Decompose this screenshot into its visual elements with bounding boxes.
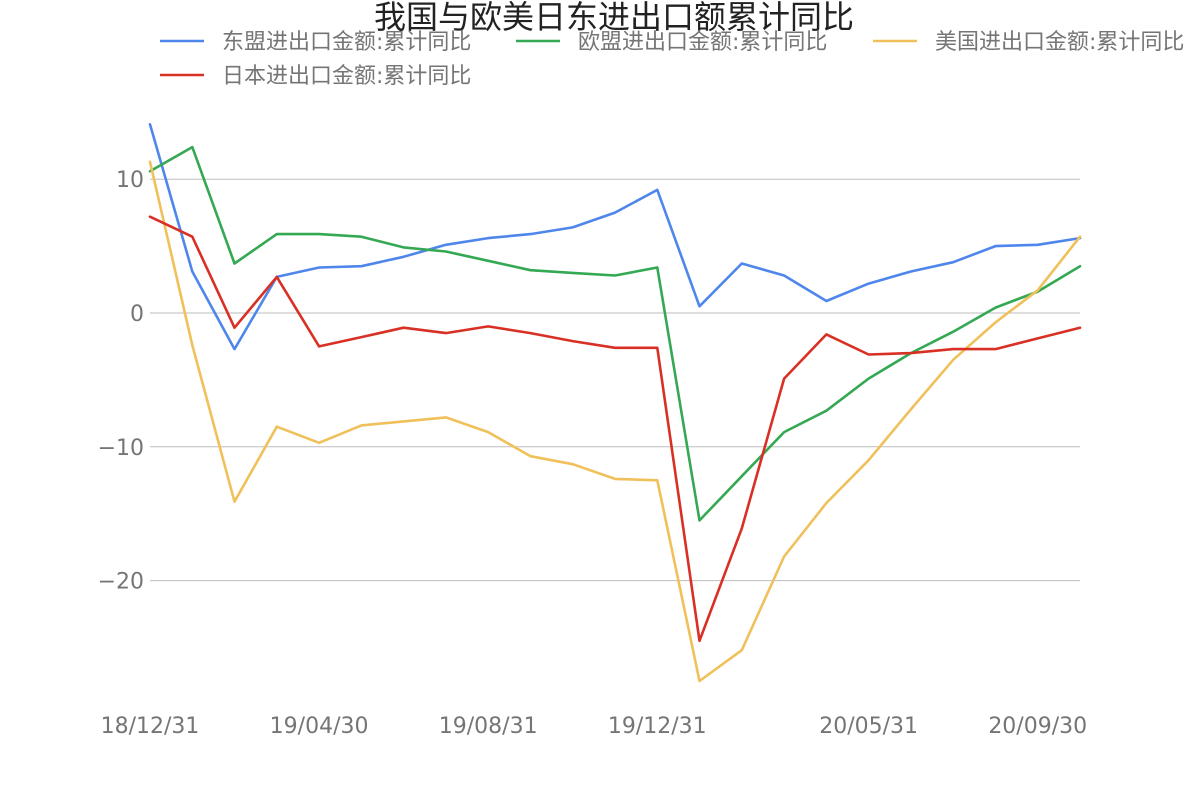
y-tick-label-3: −20	[98, 570, 144, 595]
legend-label-3: 日本进出口金额:累计同比	[222, 64, 471, 89]
grid-lines	[150, 178, 1080, 582]
series-line-2	[148, 160, 1082, 683]
x-tick-label-2: 19/08/31	[439, 714, 538, 739]
y-tick-label-2: −10	[98, 436, 144, 461]
chart-title: 我国与欧美日东进出口额累计同比	[374, 0, 854, 36]
legend-item-2: 美国进出口金额:累计同比	[873, 30, 1184, 55]
y-tick-label-1: 0	[130, 302, 144, 327]
x-axis: 18/12/31 19/04/30 19/08/31 19/12/31 20/05/31…	[101, 714, 1088, 739]
y-axis: 10 0 −10 −20	[98, 168, 144, 594]
series-line-3	[148, 215, 1082, 643]
x-tick-label-5: 20/09/30	[988, 714, 1087, 739]
legend: 东盟进出口金额:累计同比 欧盟进出口金额:累计同比 美国进出口金额:累计同比日本进出…	[160, 30, 1184, 89]
legend-label-2: 美国进出口金额:累计同比	[935, 30, 1184, 55]
y-tick-label-0: 10	[116, 168, 144, 193]
x-tick-label-0: 18/12/31	[101, 714, 200, 739]
legend-label-1: 欧盟进出口金额:累计同比	[578, 30, 827, 55]
legend-label-0: 东盟进出口金额:累计同比	[222, 30, 471, 55]
x-tick-label-1: 19/04/30	[270, 714, 369, 739]
series-lines	[148, 123, 1082, 683]
x-tick-label-3: 19/12/31	[608, 714, 707, 739]
legend-item-0: 东盟进出口金额:累计同比	[160, 30, 471, 55]
legend-item-1: 欧盟进出口金额:累计同比	[516, 30, 827, 55]
legend-item-3: 日本进出口金额:累计同比	[160, 64, 471, 89]
series-line-1	[148, 145, 1082, 522]
x-tick-label-4: 20/05/31	[819, 714, 918, 739]
series-line-0	[148, 123, 1082, 351]
